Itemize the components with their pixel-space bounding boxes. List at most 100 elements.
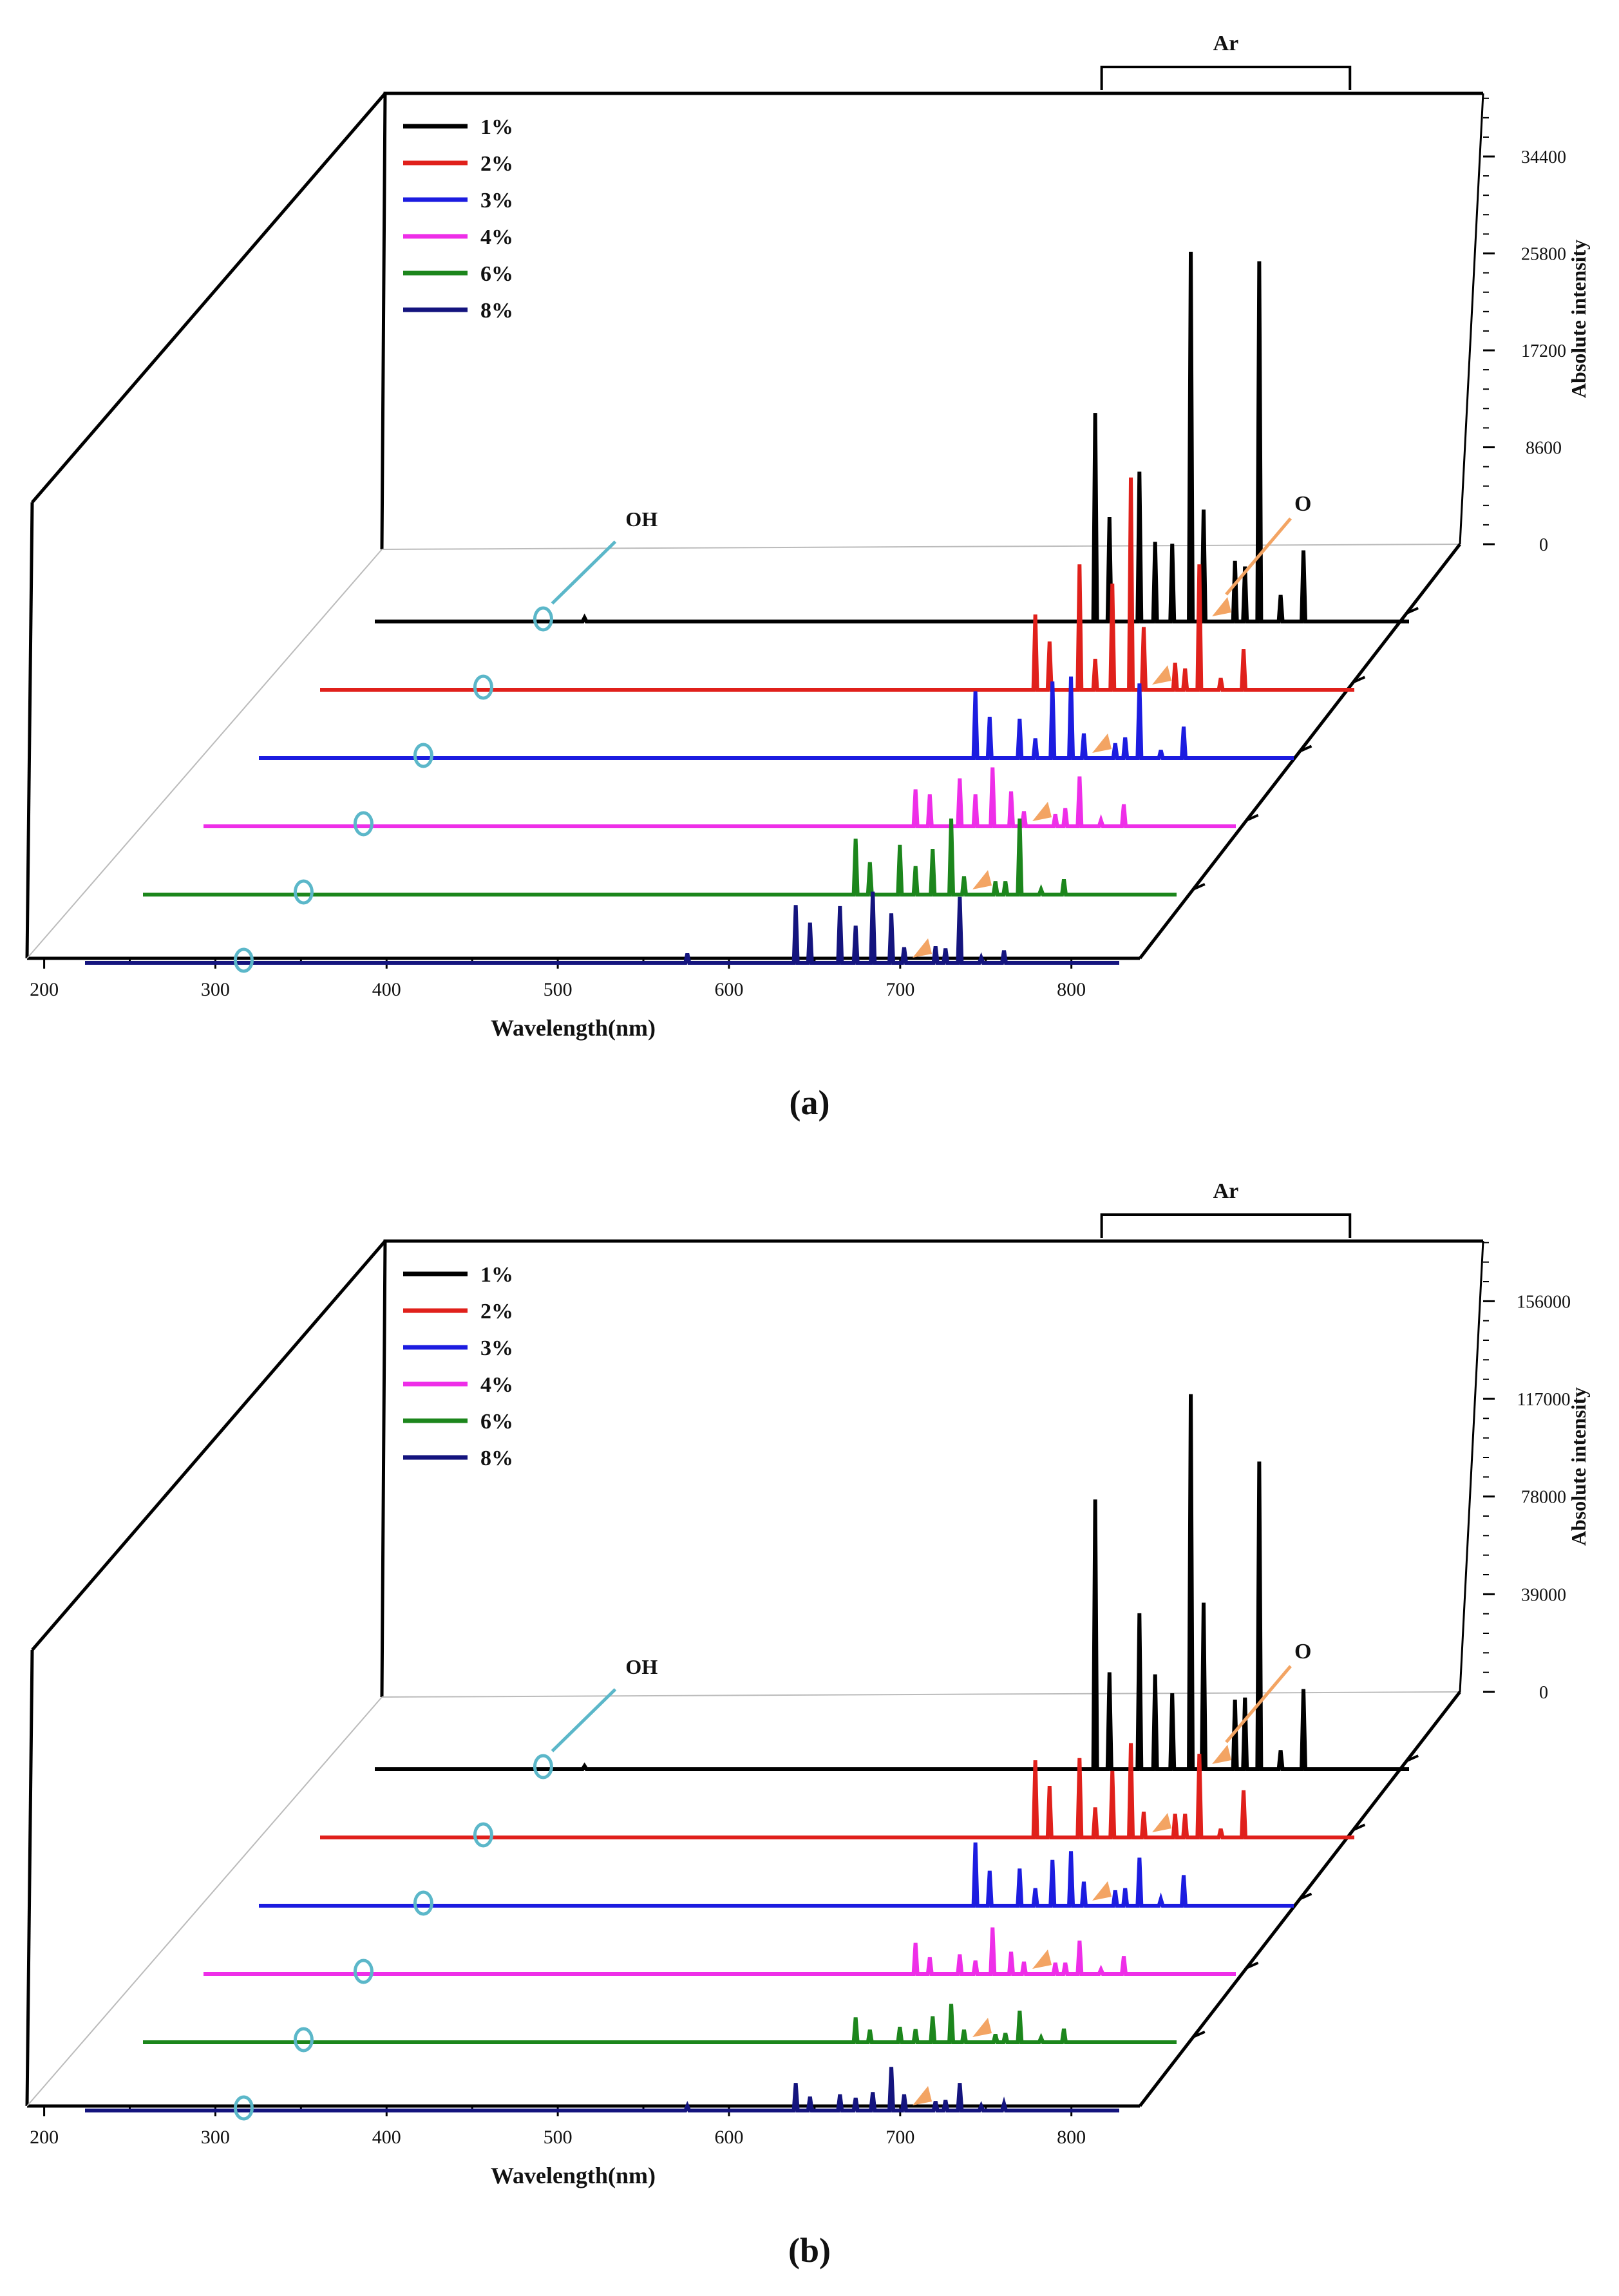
pa-y-tick-label: 8600 bbox=[1526, 439, 1562, 459]
pa-x-tick-label: 800 bbox=[1057, 979, 1086, 1000]
pa-frame-back-floor-edge bbox=[381, 544, 1461, 550]
pa-legend-label-3: 3% bbox=[480, 189, 513, 213]
pa-oh-marker bbox=[473, 674, 493, 700]
pb-depth-tick-mark bbox=[1406, 1754, 1419, 1762]
pa-oh-marker bbox=[413, 743, 433, 768]
pa-y-axis-title: Absolute intensity bbox=[1567, 240, 1590, 398]
pb-oh-marker bbox=[293, 2027, 314, 2053]
pa-legend-label-1: 1% bbox=[480, 115, 513, 139]
pa-frame-top-left-edge bbox=[31, 92, 386, 504]
pb-o-arrow-marker bbox=[972, 2018, 992, 2037]
pa-depth-tick-mark bbox=[1299, 745, 1312, 753]
pa-y-tick-label: 34400 bbox=[1521, 147, 1566, 167]
pb-ar-label: Ar bbox=[1213, 1179, 1239, 1203]
pb-x-tick-label: 700 bbox=[885, 2127, 914, 2148]
pa-spectrum-series-2 bbox=[320, 477, 1354, 692]
chart-panel-b: 200 300 400 500 600 700 800 Wavelength(nm) 0 3900… bbox=[25, 1179, 1590, 2270]
pa-o-label: O bbox=[1294, 492, 1311, 516]
pa-oh-label: OH bbox=[625, 508, 658, 531]
pb-x-tick-label: 800 bbox=[1057, 2127, 1086, 2148]
pb-x-axis-title: Wavelength(nm) bbox=[491, 2163, 656, 2188]
pb-depth-tick-mark bbox=[1299, 1892, 1312, 1901]
pb-frame-left-edge bbox=[25, 1649, 34, 2107]
pa-depth-tick-mark bbox=[1245, 813, 1259, 822]
pb-spectrum-series-1 bbox=[375, 1394, 1409, 1771]
pb-x-tick-label: 500 bbox=[544, 2127, 573, 2148]
pb-oh-leader-line bbox=[551, 1688, 617, 1752]
pb-x-tick-label: 400 bbox=[372, 2127, 401, 2148]
pb-y-tick-label: 0 bbox=[1539, 1683, 1548, 1703]
pa-depth-tick-mark bbox=[1406, 607, 1419, 614]
pa-spectrum-series-5 bbox=[143, 818, 1177, 897]
pb-spectrum-series-3 bbox=[259, 1842, 1294, 1908]
pa-oh-marker bbox=[293, 879, 314, 905]
pa-y-tick-label: 17200 bbox=[1521, 341, 1566, 361]
pb-spectrum-series-6 bbox=[85, 2067, 1119, 2112]
pa-x-axis-title: Wavelength(nm) bbox=[491, 1015, 656, 1041]
pb-oh-marker bbox=[533, 1754, 553, 1779]
pa-x-tick-label: 500 bbox=[544, 979, 573, 1000]
pb-legend-label-1: 1% bbox=[480, 1263, 513, 1287]
pb-spectrum-series-5 bbox=[143, 2004, 1177, 2044]
pa-oh-marker bbox=[533, 606, 553, 632]
pb-oh-label: OH bbox=[625, 1655, 658, 1678]
pa-legend-label-6: 8% bbox=[480, 299, 513, 323]
pa-oh-marker bbox=[353, 811, 374, 837]
pa-frame-left-edge bbox=[25, 502, 34, 959]
pa-oh-marker bbox=[233, 947, 254, 973]
pa-ar-label: Ar bbox=[1213, 32, 1239, 55]
pb-depth-tick-mark bbox=[1352, 1823, 1366, 1832]
pa-depth-tick-mark bbox=[1352, 676, 1366, 684]
pa-frame-back-wall bbox=[380, 91, 1483, 550]
pb-spectrum-series-2 bbox=[320, 1743, 1354, 1839]
pa-spectrum-series-1 bbox=[375, 251, 1409, 623]
pa-x-tick-label: 700 bbox=[885, 979, 914, 1000]
pa-x-tick-label: 200 bbox=[30, 979, 59, 1000]
pb-frame-top-left-edge bbox=[31, 1240, 386, 1651]
pb-frame-back-floor-edge bbox=[381, 1691, 1461, 1698]
pa-depth-tick-mark bbox=[1193, 883, 1206, 891]
pb-y-tick-label: 78000 bbox=[1521, 1488, 1566, 1508]
pa-o-arrow-marker bbox=[913, 938, 933, 958]
pb-o-arrow-marker bbox=[1092, 1881, 1112, 1901]
pa-x-tick-label: 400 bbox=[372, 979, 401, 1000]
pa-o-leader-line bbox=[1225, 517, 1292, 596]
pb-frame-back-wall bbox=[380, 1239, 1483, 1698]
pa-o-arrow-marker bbox=[1032, 802, 1052, 821]
pa-y-tick-label: 0 bbox=[1539, 535, 1548, 555]
pb-oh-marker bbox=[473, 1822, 493, 1848]
pa-panel-caption: (a) bbox=[790, 1083, 830, 1122]
pa-spectrum-series-6 bbox=[85, 891, 1119, 965]
pb-y-axis-title: Absolute intensity bbox=[1567, 1387, 1590, 1546]
pa-frame-floor-diagonal bbox=[26, 549, 383, 959]
pa-o-arrow-marker bbox=[1212, 597, 1232, 616]
pb-x-tick-label: 200 bbox=[30, 2127, 59, 2148]
pb-depth-tick-mark bbox=[1193, 2031, 1206, 2038]
pa-legend-label-2: 2% bbox=[480, 152, 513, 176]
pb-x-tick-label: 600 bbox=[714, 2127, 743, 2148]
pb-frame-floor-diagonal bbox=[26, 1696, 383, 2107]
pb-depth-tick-mark bbox=[1245, 1961, 1259, 1969]
pb-legend-label-6: 8% bbox=[480, 1447, 513, 1470]
pb-o-arrow-marker bbox=[913, 2086, 933, 2105]
pb-o-label: O bbox=[1294, 1640, 1311, 1664]
chart-panel-a: 200 300 400 500 600 700 800 Wavelength(nm) 0 8600… bbox=[25, 32, 1590, 1122]
pb-legend-label-5: 6% bbox=[480, 1410, 513, 1434]
pa-o-arrow-marker bbox=[1152, 665, 1172, 685]
pb-spectrum-series-4 bbox=[204, 1927, 1236, 1976]
pa-x-tick-label: 300 bbox=[201, 979, 230, 1000]
pa-x-tick-label: 600 bbox=[714, 979, 743, 1000]
pb-y-tick-label: 117000 bbox=[1517, 1390, 1571, 1410]
pa-y-axis-line bbox=[1459, 93, 1484, 545]
pb-ar-bracket bbox=[1100, 1213, 1352, 1238]
pa-spectrum-series-3 bbox=[259, 676, 1294, 760]
pb-o-leader-line bbox=[1225, 1665, 1292, 1743]
pb-panel-caption: (b) bbox=[788, 2231, 831, 2270]
pa-o-arrow-marker bbox=[972, 870, 992, 889]
pa-o-arrow-marker bbox=[1092, 734, 1112, 753]
pa-legend-label-4: 4% bbox=[480, 225, 513, 249]
pb-o-arrow-marker bbox=[1152, 1813, 1172, 1832]
pb-x-tick-label: 300 bbox=[201, 2127, 230, 2148]
pb-o-arrow-marker bbox=[1032, 1950, 1052, 1969]
pa-y-tick-label: 25800 bbox=[1521, 245, 1566, 265]
